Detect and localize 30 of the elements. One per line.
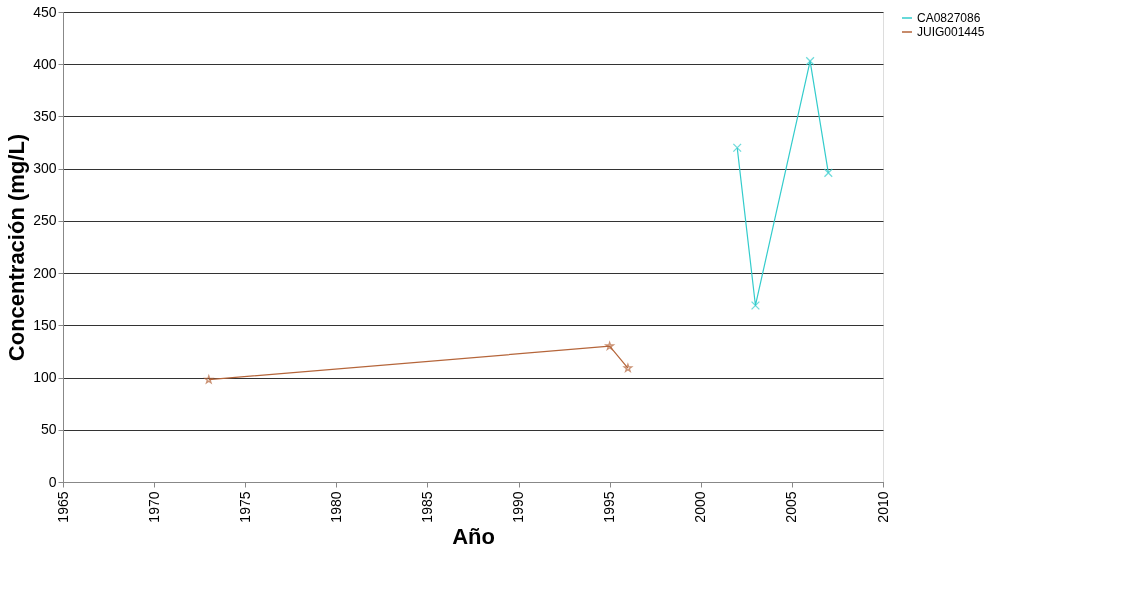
point: [750, 300, 760, 311]
y-axis-title: Concentración (mg/L): [4, 133, 30, 362]
x-tick-label: 2000: [692, 491, 709, 523]
x-tick-label: 1990: [510, 491, 527, 523]
x-axis-title: Año: [452, 523, 495, 549]
x-tick-label: 2010: [874, 491, 891, 523]
point: [732, 143, 742, 153]
point: [623, 363, 633, 372]
y-tick-label: 100: [33, 369, 57, 386]
point: [823, 168, 833, 178]
legend-label: CA0827086: [917, 11, 981, 25]
y-tick-label: 450: [33, 3, 57, 20]
y-tick-label: 400: [33, 55, 57, 72]
y-tick-label: 50: [40, 421, 57, 438]
point: [805, 56, 815, 66]
legend-label: JUIG001445: [917, 25, 985, 39]
x-tick-label: 1970: [145, 491, 162, 523]
y-tick-label: 200: [33, 264, 57, 281]
y-tick-label: 350: [33, 107, 57, 124]
x-tick-label: 1975: [236, 491, 253, 523]
y-tick-label: 250: [33, 212, 57, 229]
y-tick-label: 300: [33, 160, 57, 177]
x-tick-label: 2005: [783, 491, 800, 523]
y-tick-label: 150: [33, 316, 57, 333]
x-tick-label: 1965: [54, 491, 71, 523]
y-tick-label: 0: [48, 473, 57, 490]
x-tick-label: 1985: [418, 491, 435, 523]
x-tick-label: 1980: [327, 491, 344, 523]
x-tick-label: 1995: [601, 491, 618, 523]
point: [204, 375, 214, 384]
